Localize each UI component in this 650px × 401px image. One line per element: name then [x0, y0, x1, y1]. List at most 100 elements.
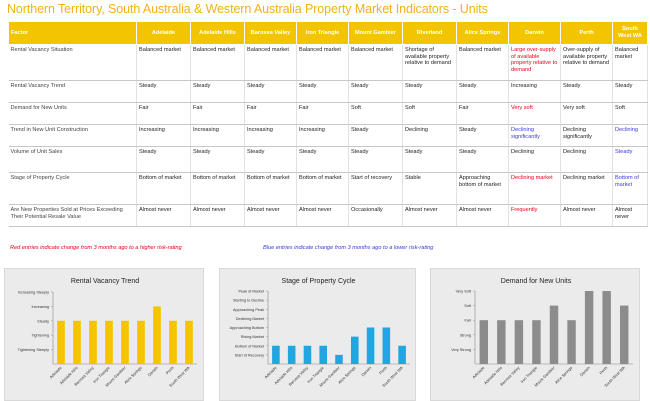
table-cell: Declining market — [508, 172, 561, 205]
factor-cell: Are New Properties Sold at Prices Exceed… — [8, 204, 137, 227]
table-cell: Almost never — [456, 204, 509, 227]
table-cell: Very soft — [508, 102, 561, 125]
x-tick-label: Adelaide — [48, 365, 62, 379]
table-cell: Steady — [136, 146, 191, 173]
chart-bar — [335, 354, 343, 364]
table-cell: Balanced market — [190, 44, 245, 81]
chart-bar — [137, 320, 145, 364]
indicators-table: Factor Adelaide Adelaide Hills Barossa Vall… — [8, 21, 648, 227]
chart-bar — [382, 327, 391, 364]
chart-bar — [532, 320, 541, 364]
column-header: Barossa Valley — [244, 21, 297, 45]
table-cell: Steady — [456, 80, 509, 103]
chart-bar — [272, 345, 280, 364]
column-header: South West WA — [612, 21, 648, 45]
table-cell: Balanced market — [244, 44, 297, 81]
y-tick-label: Steady — [37, 319, 49, 323]
table-cell: Steady — [348, 80, 403, 103]
table-cell: Soft — [402, 102, 457, 125]
y-tick-label: Start of Recovery — [235, 353, 264, 357]
table-cell: Bottom of market — [296, 172, 349, 205]
chart-bar — [620, 305, 629, 364]
factor-cell: Stage of Property Cycle — [8, 172, 137, 205]
table-row: Rental Vacancy Situation Balanced market B… — [8, 44, 648, 81]
x-tick-label: Perth — [378, 365, 388, 375]
blue-legend-note: Blue entries indicate change from 3 mont… — [263, 245, 434, 251]
table-cell: Steady — [296, 80, 349, 103]
demand-chart: Demand for New Units Very Strong Strong Fai… — [451, 278, 633, 388]
table-row: Trend in New Unit Construction Increasing… — [8, 124, 648, 147]
y-tick-label: Approaching Peak — [233, 308, 264, 312]
chart-bar — [602, 291, 611, 364]
table-cell: Bottom of market — [612, 172, 648, 205]
factor-cell: Volume of Unit Sales — [8, 146, 137, 173]
factor-cell: Demand for New Units — [8, 102, 137, 125]
chart-panel-property-cycle: Stage of Property Cycle Start of Recovery… — [219, 268, 416, 401]
table-cell: Declining market — [560, 172, 613, 205]
chart-bar — [567, 320, 576, 364]
y-tick-label: Bottom of Market — [235, 344, 265, 348]
chart-panel-demand: Demand for New Units Very Strong Strong Fai… — [430, 268, 640, 401]
table-row: Demand for New Units Fair Fair Fair Fair Soft… — [8, 102, 648, 125]
column-header: Perth — [560, 21, 613, 45]
x-tick-label: Perth — [165, 365, 175, 375]
y-tick-label: Soft — [464, 304, 472, 308]
factor-cell: Trend in New Unit Construction — [8, 124, 137, 147]
table-cell: Start of recovery — [348, 172, 403, 205]
chart-bar — [398, 345, 406, 364]
chart-title: Demand for New Units — [501, 278, 572, 285]
y-tick-label: Strong — [460, 333, 471, 337]
table-cell: Declining — [560, 146, 613, 173]
rental-vacancy-chart: Rental Vacancy Trend Tightening Steeply Ti… — [18, 278, 197, 388]
x-tick-label: Adelaide — [263, 365, 277, 379]
y-tick-label: Approaching Bottom — [230, 326, 264, 330]
column-header: Riverland — [402, 21, 457, 45]
table-cell: Soft — [612, 102, 648, 125]
x-tick-label: Alice Springs — [554, 365, 574, 385]
table-cell: Bottom of market — [136, 172, 191, 205]
table-cell: Steady — [612, 146, 648, 173]
chart-bar — [287, 345, 296, 364]
table-cell: Steady — [612, 80, 648, 103]
table-cell: Declining — [612, 124, 648, 147]
table-cell: Almost never — [612, 204, 648, 227]
y-tick-label: Fair — [464, 319, 471, 323]
table-cell: Steady — [296, 146, 349, 173]
table-cell: Almost never — [244, 204, 297, 227]
column-header: Factor — [8, 21, 137, 45]
column-header: Adelaide — [136, 21, 191, 45]
table-row: Volume of Unit Sales Steady Steady Steady St… — [8, 146, 648, 173]
table-cell: Almost never — [136, 204, 191, 227]
chart-bar — [105, 320, 113, 364]
table-cell: Increasing — [190, 124, 245, 147]
chart-bar — [549, 305, 559, 364]
table-cell: Declining significantly — [560, 124, 613, 147]
chart-bar — [514, 320, 524, 364]
table-cell: Balanced market — [612, 44, 648, 81]
table-cell: Steady — [244, 146, 297, 173]
page-title: Northern Territory, South Australia & We… — [7, 2, 488, 16]
table-cell: Bottom of market — [244, 172, 297, 205]
chart-title: Stage of Property Cycle — [282, 278, 356, 285]
table-cell: Steady — [402, 146, 457, 173]
table-cell: Shortage of available property relative … — [402, 44, 457, 81]
factor-cell: Rental Vacancy Trend — [8, 80, 137, 103]
chart-bar — [169, 320, 177, 364]
table-cell: Frequently — [508, 204, 561, 227]
table-cell: Bottom of market — [190, 172, 245, 205]
table-cell: Declining — [508, 146, 561, 173]
x-tick-label: Perth — [598, 365, 608, 375]
table-cell: Balanced market — [136, 44, 191, 81]
chart-bar — [350, 336, 359, 364]
table-cell: Occasionally — [348, 204, 403, 227]
chart-bar — [497, 320, 506, 364]
y-tick-label: Very Soft — [456, 290, 472, 294]
table-cell: Balanced market — [456, 44, 509, 81]
x-tick-label: Darwin — [147, 365, 159, 377]
table-cell: Steady — [560, 80, 613, 103]
y-tick-label: Increasing — [31, 305, 49, 309]
chart-bar — [185, 320, 193, 364]
table-cell: Increasing — [296, 124, 349, 147]
table-cell: Large over-supply of available property … — [508, 44, 561, 81]
x-tick-label: Darwin — [360, 365, 372, 377]
